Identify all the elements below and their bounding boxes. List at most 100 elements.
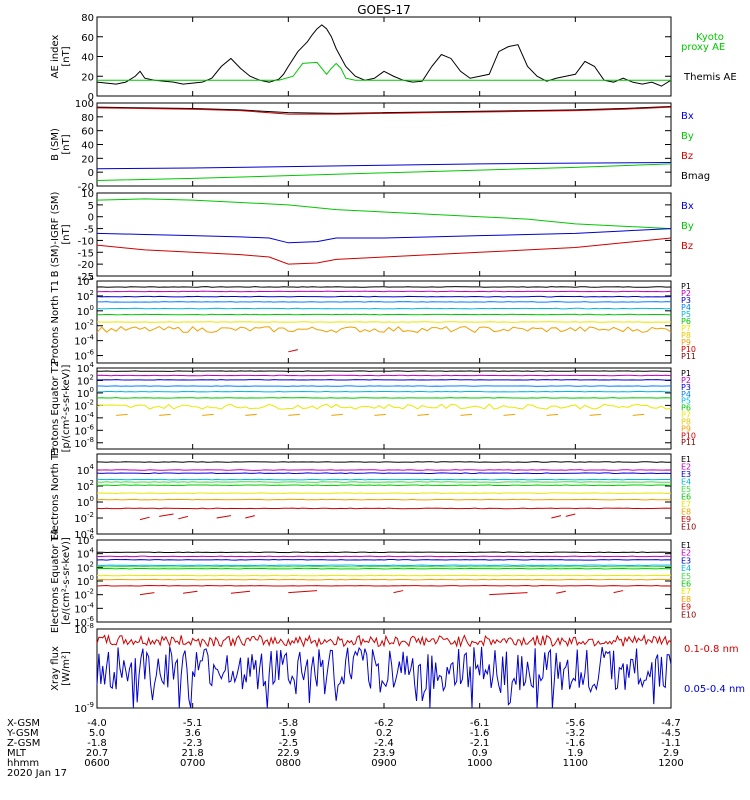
panel-frame <box>96 453 672 535</box>
x-axis-value: 3.6 <box>185 728 201 739</box>
legend-entry: P8 <box>681 331 691 340</box>
panel-frame <box>96 102 672 187</box>
x-axis-value: -2.3 <box>183 738 203 749</box>
data-fragment <box>288 349 299 353</box>
legend-entry: P3 <box>681 383 691 392</box>
x-axis-value: 0.9 <box>472 748 488 759</box>
x-axis-value: 2.9 <box>663 748 679 759</box>
legend-entry: E1 <box>681 455 691 464</box>
tick-exponent: -2 <box>87 319 94 327</box>
y-tick-label: 10-4 <box>74 334 94 348</box>
level-line <box>96 313 672 316</box>
legend-entry: E4 <box>681 564 691 573</box>
series-line <box>96 24 672 87</box>
x-axis-value: 5.0 <box>89 728 105 739</box>
y-tick-label: 80 <box>81 13 94 24</box>
y-axis-unit: [W/m²] <box>61 651 72 686</box>
legend-entry: P8 <box>681 417 691 426</box>
data-fragment <box>139 592 155 596</box>
x-axis-value: -5.6 <box>566 718 586 729</box>
legend-entry: P6 <box>681 404 691 413</box>
tick-exponent: 2 <box>90 560 94 568</box>
x-axis-row-label: Z-GSM <box>7 738 40 749</box>
y-axis-label: Xray flux[W/m²] <box>50 646 72 691</box>
level-dash <box>417 413 430 416</box>
level-dash <box>202 413 214 416</box>
x-axis-value: -5.8 <box>279 718 299 729</box>
tick-exponent: 4 <box>90 361 95 369</box>
legend-entry: E9 <box>681 515 691 524</box>
tick-exponent: -6 <box>87 615 95 623</box>
y-axis-unit: [nT] <box>61 134 72 154</box>
tick-exponent: -8 <box>87 622 94 630</box>
tick-exponent: -2 <box>87 398 94 406</box>
tick-exponent: -2 <box>87 588 94 596</box>
x-axis-value: 20.7 <box>86 748 108 759</box>
tick-exponent: 0 <box>90 386 94 394</box>
x-axis-value: -1.6 <box>566 738 586 749</box>
x-axis-value: -3.2 <box>566 728 586 739</box>
x-axis-value: -4.7 <box>661 718 681 729</box>
x-axis-value: 1000 <box>467 758 492 769</box>
level-line <box>96 585 672 587</box>
level-line <box>96 564 672 567</box>
level-dash <box>632 413 645 416</box>
level-line <box>96 578 672 581</box>
level-line <box>96 286 672 288</box>
y-tick-label: 104 <box>77 463 95 477</box>
legend-entry: P10 <box>681 345 696 354</box>
tick-exponent: -6 <box>87 423 95 431</box>
y-tick-label: 20 <box>81 154 94 165</box>
x-axis-value: 0900 <box>371 758 396 769</box>
data-fragment <box>139 516 150 521</box>
tick-exponent: 4 <box>90 547 95 555</box>
legend-entry: P10 <box>681 431 696 440</box>
y-axis-label: AE index[nT] <box>50 35 72 79</box>
legend-entry: P4 <box>681 390 691 399</box>
level-dash <box>245 413 257 416</box>
legend-entry: P5 <box>681 397 691 406</box>
series-line <box>96 163 672 181</box>
x-axis-value: -6.1 <box>470 718 490 729</box>
level-line <box>96 469 672 471</box>
x-axis-row-label: X-GSM <box>7 718 40 729</box>
y-tick-label: 100 <box>77 574 94 588</box>
y-axis-unit: [nT] <box>61 224 72 244</box>
level-line <box>96 555 672 558</box>
series-line <box>96 198 672 230</box>
y-tick-label: 102 <box>77 479 94 493</box>
tick-exponent: -8 <box>87 436 94 444</box>
legend-entry: E9 <box>681 603 691 612</box>
y-tick-label: 40 <box>81 141 94 152</box>
data-fragment <box>565 513 576 517</box>
data-fragment <box>489 592 528 596</box>
x-axis-value: 0.2 <box>376 728 392 739</box>
x-axis-row-label: 2020 Jan 17 <box>7 768 67 779</box>
series-line <box>96 237 672 265</box>
legend-entry: Kyoto <box>696 32 724 43</box>
level-line <box>96 325 672 333</box>
tick-exponent: 0 <box>90 574 94 582</box>
x-axis-value: -4.0 <box>87 718 107 729</box>
legend-entry: 0.05-0.4 nm <box>684 684 745 695</box>
legend-entry: Bz <box>681 151 693 162</box>
y-tick-label: 102 <box>77 289 94 303</box>
level-line <box>96 472 672 475</box>
legend-entry: P7 <box>681 411 691 420</box>
y-tick-label: 10-2 <box>74 588 94 602</box>
y-axis-unit: [p/(cm²-s-sr-keV)] <box>61 365 72 453</box>
data-fragment <box>393 590 404 594</box>
y-tick-label: 10-9 <box>74 701 94 715</box>
legend-entry: P2 <box>681 289 691 298</box>
x-axis-value: -5.1 <box>183 718 203 729</box>
legend-entry: Bmag <box>681 171 710 182</box>
level-line <box>96 492 672 495</box>
legend-entry: P5 <box>681 310 691 319</box>
y-tick-label: 10-8 <box>74 622 94 636</box>
y-tick-label: 40 <box>81 53 94 64</box>
x-axis-value: -4.5 <box>661 728 681 739</box>
level-line <box>96 559 672 561</box>
